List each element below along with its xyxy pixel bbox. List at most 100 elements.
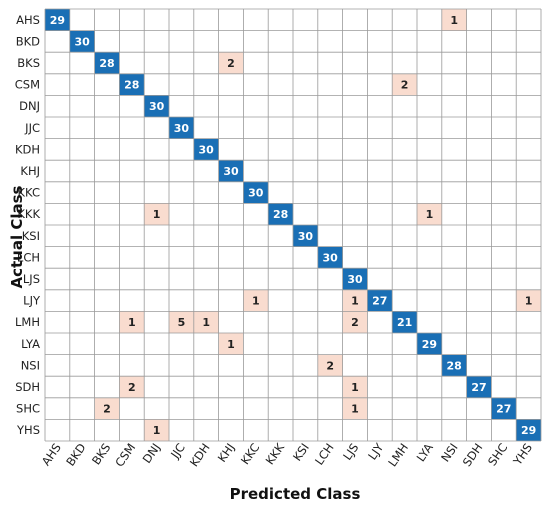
diagonal-cell (193, 138, 219, 161)
x-tick-label: LCH (312, 441, 337, 468)
cell-value-label: 1 (525, 295, 533, 308)
diagonal-cell (516, 419, 541, 441)
y-tick-label: LJS (23, 272, 40, 286)
x-tick-label: SDH (460, 441, 486, 469)
misclassified-cell (342, 397, 368, 420)
y-tick-label: LYA (21, 337, 40, 351)
diagonal-cell (466, 376, 492, 398)
cell-value-label: 2 (401, 79, 409, 92)
misclassified-cell (193, 311, 219, 333)
diagonal-cell (441, 354, 467, 377)
misclassified-cell (342, 289, 368, 312)
cell-value-label: 30 (199, 143, 215, 156)
y-tick-label: BKD (16, 34, 40, 48)
x-tick-label: KSI (290, 441, 312, 464)
cell-value-label: 1 (351, 381, 359, 394)
misclassified-cell (218, 333, 244, 355)
cell-value-label: 29 (422, 338, 437, 351)
cell-value-label: 28 (447, 359, 462, 372)
diagonal-cell (45, 9, 70, 31)
cell-value-label: 1 (351, 403, 359, 416)
cell-value-label: 2 (351, 316, 359, 329)
cell-value-label: 1 (227, 338, 235, 351)
cell-value-label: 21 (397, 316, 412, 329)
cell-value-label: 1 (450, 14, 458, 27)
y-tick-label: CSM (15, 78, 40, 92)
cell-value-label: 28 (273, 208, 288, 221)
x-tick-label: KKC (238, 441, 262, 467)
diagonal-cell (317, 246, 343, 269)
misclassified-cell (342, 376, 368, 398)
misclassified-cell (119, 376, 145, 398)
cell-value-label: 2 (128, 381, 136, 394)
y-tick-label: SDH (15, 380, 40, 394)
cell-value-label: 29 (50, 14, 65, 27)
y-tick-labels: AHS BKD BKS CSM DNJ JJC KDH KHJ KKC KKK KSI LCH LJS L… (15, 13, 41, 437)
y-tick-label: SHC (16, 402, 40, 416)
misclassified-cell (218, 52, 244, 74)
cell-value-label: 1 (128, 316, 136, 329)
cell-value-label: 1 (252, 295, 260, 308)
diagonal-cell (94, 52, 120, 74)
cell-value-label: 27 (372, 295, 387, 308)
misclassified-cell (392, 73, 417, 96)
x-tick-label: KKK (263, 440, 288, 467)
x-tick-label: BKD (63, 441, 88, 469)
cell-value-label: 30 (223, 165, 239, 178)
misclassified-cell (317, 354, 343, 377)
cell-value-label: 1 (153, 208, 161, 221)
misclassified-cell (144, 203, 169, 225)
x-tick-label: YHS (510, 441, 535, 469)
cell-value-label: 29 (521, 424, 536, 437)
diagonal-cell (491, 397, 517, 420)
misclassified-cell (417, 203, 442, 225)
diagonal-cell (218, 160, 244, 182)
cell-value-label: 1 (426, 208, 434, 221)
y-tick-label: KDH (15, 142, 40, 156)
cell-value-label: 27 (471, 381, 486, 394)
y-tick-label: KKK (17, 207, 40, 221)
diagonal-cell (417, 333, 442, 355)
misclassified-cell (119, 311, 145, 333)
cell-value-label: 30 (298, 230, 314, 243)
misclassified-cell (144, 419, 169, 441)
x-tick-label: CSM (112, 441, 138, 470)
cell-value-label: 2 (103, 403, 111, 416)
x-tick-label: LJY (365, 440, 387, 463)
x-tick-label: KDH (187, 441, 213, 470)
x-tick-label: AHS (39, 441, 64, 469)
cell-value-label: 1 (351, 295, 359, 308)
misclassified-cell (243, 289, 269, 312)
diagonal-cell (392, 311, 417, 333)
y-tick-label: KKC (18, 186, 40, 200)
cell-value-label: 2 (326, 359, 334, 372)
cell-value-label: 27 (496, 403, 511, 416)
diagonal-cell (268, 203, 293, 225)
y-tick-label: NSI (21, 358, 40, 372)
y-tick-label: LMH (15, 315, 40, 329)
y-tick-label: KSI (22, 229, 40, 243)
x-tick-label: LYA (414, 441, 436, 465)
misclassified-cell (169, 311, 194, 333)
cell-value-label: 1 (202, 316, 210, 329)
y-tick-label: DNJ (19, 99, 40, 113)
x-tick-label: JJC (167, 441, 188, 462)
diagonal-cell (293, 225, 318, 247)
x-tick-label: DNJ (140, 441, 163, 466)
y-tick-label: JJC (24, 121, 40, 135)
y-axis-title: Actual Class (8, 185, 26, 288)
cell-value-label: 30 (248, 187, 264, 200)
cell-value-label: 5 (178, 316, 186, 329)
cell-value-label: 2 (227, 57, 235, 70)
y-tick-label: LCH (17, 250, 40, 264)
x-tick-label: LMH (385, 441, 411, 469)
x-tick-label: NSI (438, 441, 461, 465)
diagonal-cell (367, 289, 393, 312)
matrix-gridlines (44, 8, 542, 442)
cell-value-label: 30 (347, 273, 363, 286)
x-tick-label: BKS (89, 441, 114, 468)
misclassified-cell (94, 397, 120, 420)
